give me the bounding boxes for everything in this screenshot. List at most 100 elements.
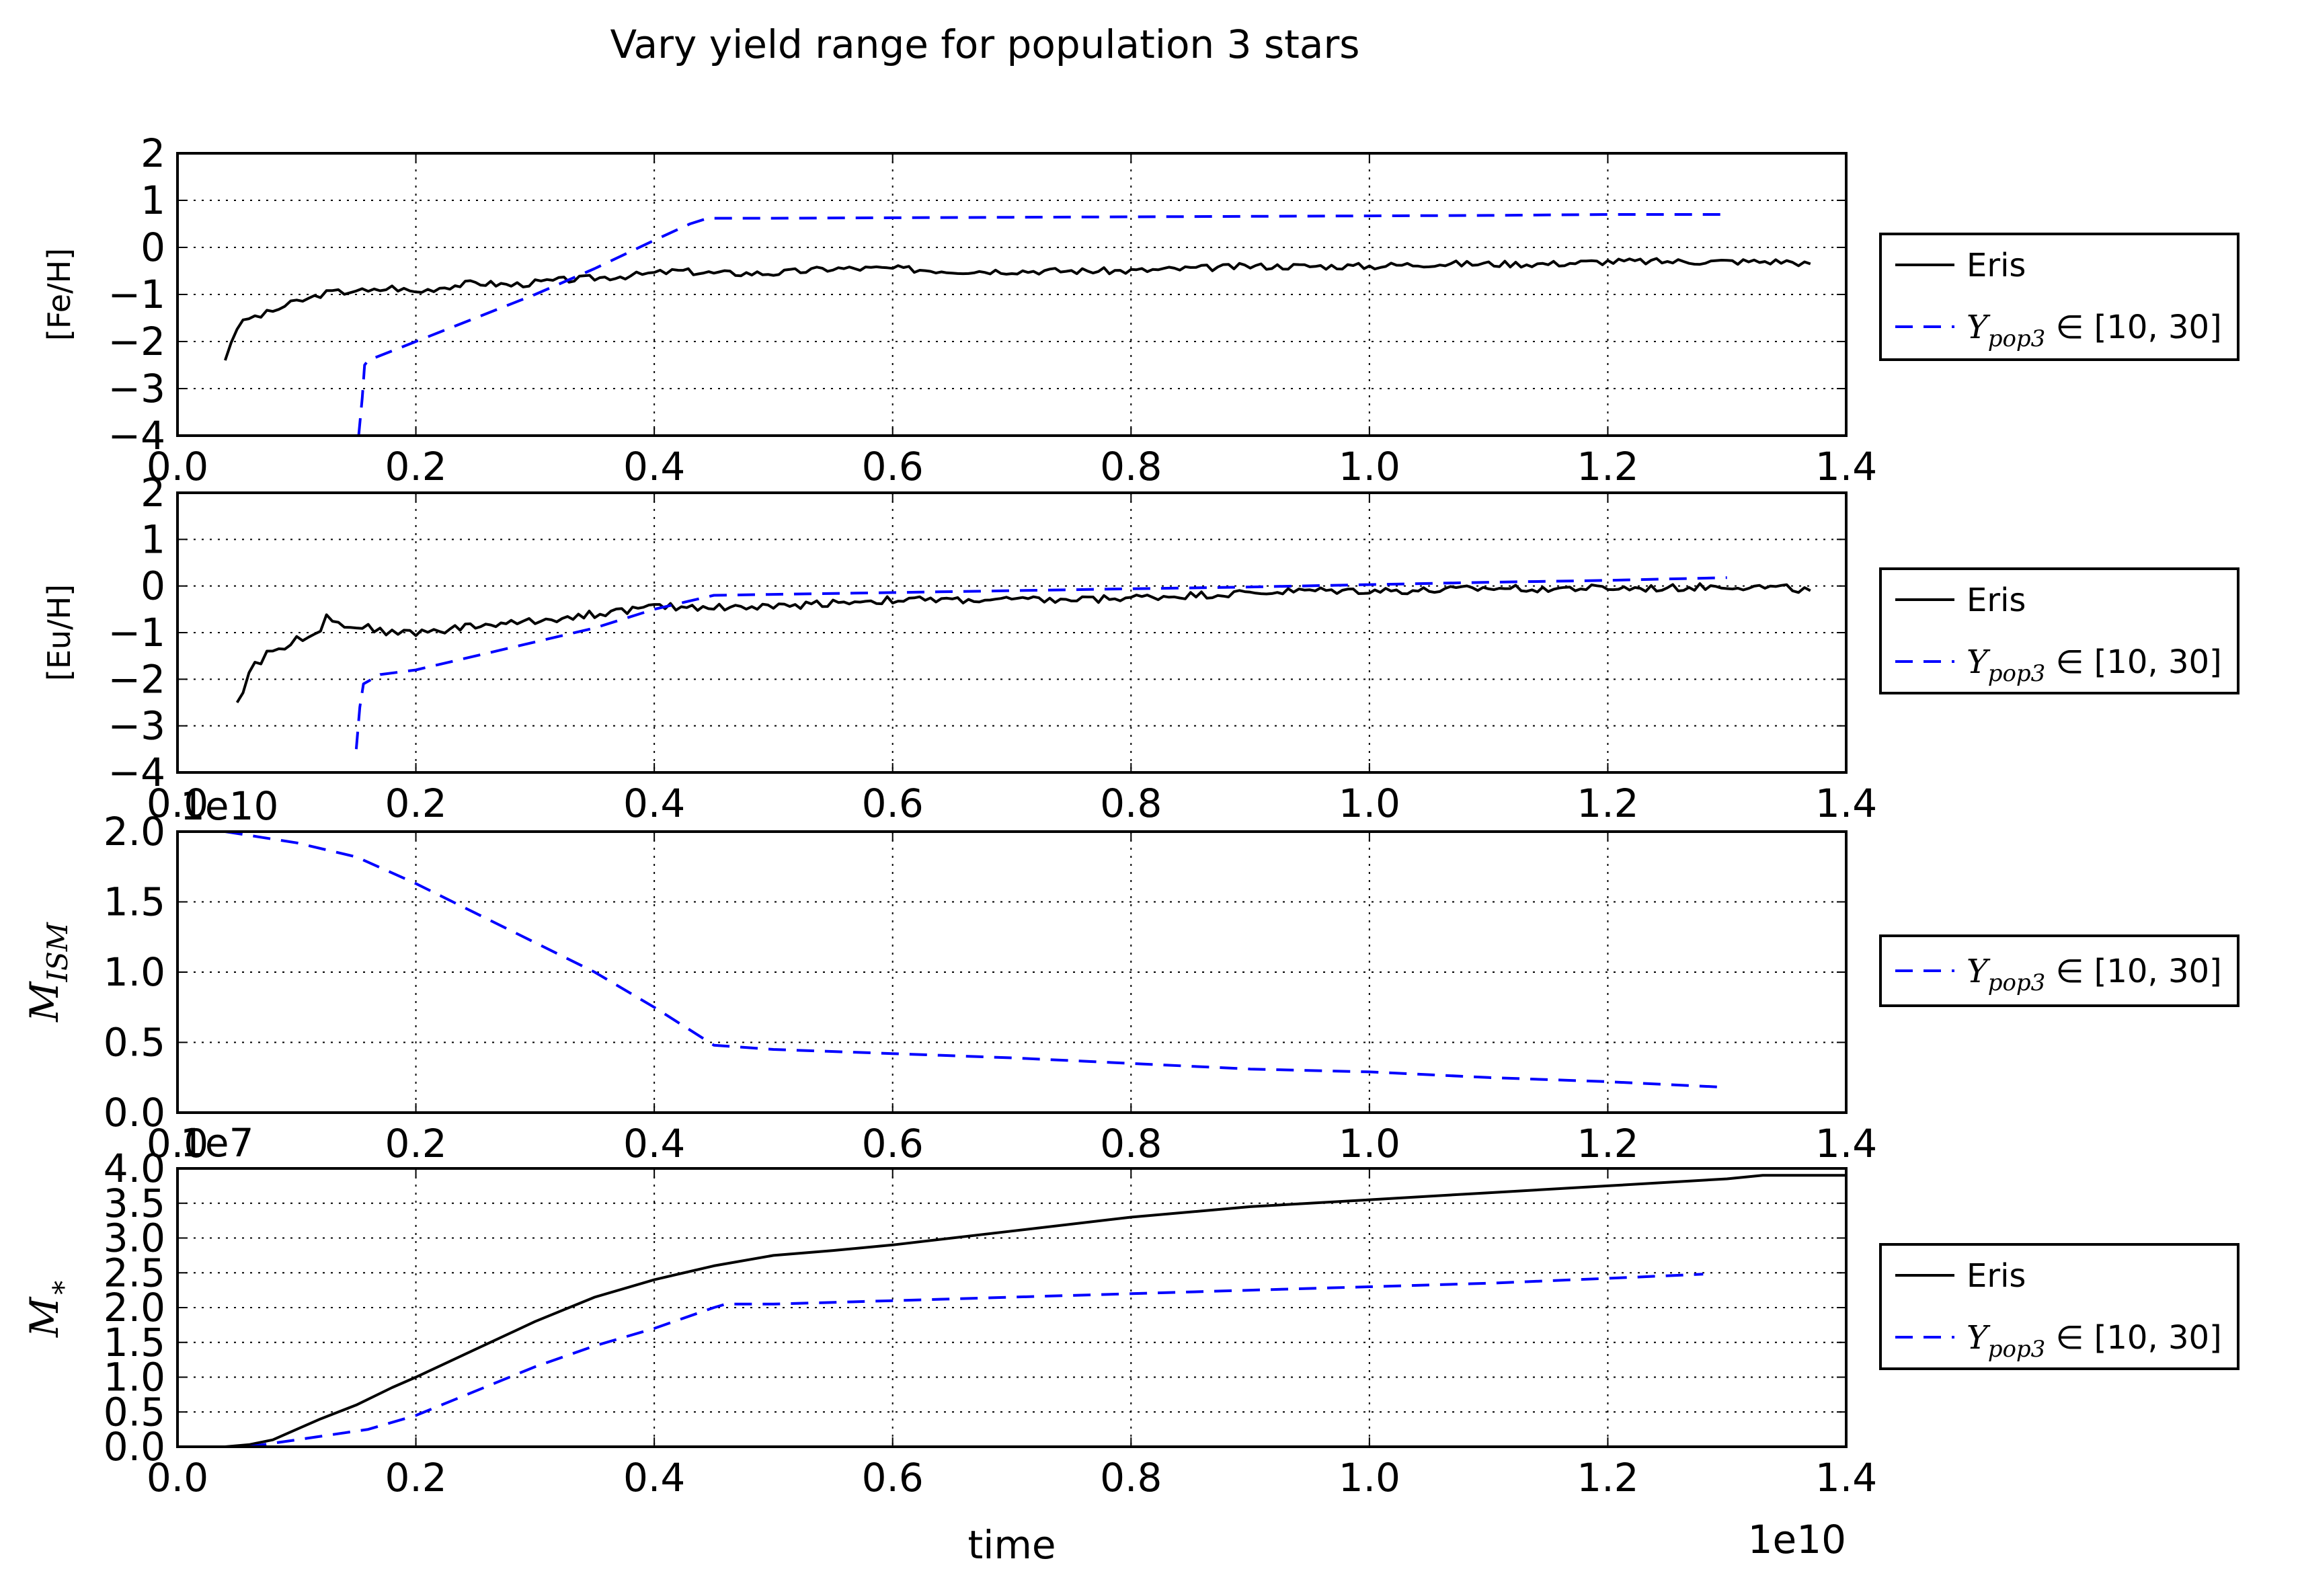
y-axis-offset-label: 1e7 bbox=[180, 1120, 254, 1166]
y-tick-label: 2 bbox=[141, 470, 165, 516]
x-tick-label: 0.4 bbox=[623, 781, 685, 826]
chart-panel-4: 4.03.53.02.52.01.51.00.50.00.0 0.2 0.4 0.6 0… bbox=[22, 1120, 2239, 1501]
legend-label-part: Y bbox=[1967, 643, 1991, 681]
chart-panel-1: 210−1−2−3−40.0 0.2 0.4 0.6 0.8 1.0 1.2 1.4 [Fe/H… bbox=[41, 130, 2239, 489]
series-line-ypop3 bbox=[225, 830, 1727, 1089]
x-tick-label: 1.2 bbox=[1577, 1121, 1638, 1166]
y-tick-label: 0 bbox=[141, 225, 165, 270]
panels-container: 210−1−2−3−40.0 0.2 0.4 0.6 0.8 1.0 1.2 1.4[Fe/H… bbox=[22, 130, 2239, 1501]
x-tick-label: 0.8 bbox=[1100, 1455, 1162, 1501]
y-tick-label: 2.0 bbox=[104, 809, 165, 854]
x-tick-label: 0.2 bbox=[385, 444, 446, 489]
x-tick-label: 0.8 bbox=[1100, 444, 1162, 489]
y-tick-label: 1.0 bbox=[104, 949, 165, 995]
y-tick-label: −2 bbox=[108, 656, 166, 702]
legend-label-part: pop3 bbox=[1988, 1336, 2046, 1363]
x-tick-label: 0.4 bbox=[623, 444, 685, 489]
y-tick-label: 0.0 bbox=[104, 1090, 165, 1135]
legend: Eris Ypop3 ∈ [10, 30] bbox=[1879, 567, 2239, 694]
y-tick-label: 1 bbox=[141, 177, 165, 223]
legend-frame bbox=[1879, 233, 2239, 361]
series-line-ypop3 bbox=[357, 213, 1727, 436]
y-tick-label: −4 bbox=[108, 413, 166, 458]
x-tick-label: 1.2 bbox=[1577, 444, 1638, 489]
y-axis-label: [Eu/H] bbox=[41, 584, 77, 681]
y-tick-label: 0.0 bbox=[104, 1424, 165, 1470]
legend-frame bbox=[1879, 567, 2239, 694]
y-tick-label: 0.5 bbox=[104, 1389, 165, 1435]
x-tick-label: 0.2 bbox=[385, 1455, 446, 1501]
legend-label: Ypop3 ∈ [10, 30] bbox=[1967, 1319, 2222, 1363]
x-tick-label: 0.6 bbox=[862, 781, 924, 826]
legend-label: Ypop3 ∈ [10, 30] bbox=[1967, 309, 2222, 352]
y-tick-label: −3 bbox=[108, 703, 166, 749]
legend: Eris Ypop3 ∈ [10, 30] bbox=[1879, 1243, 2239, 1370]
y-tick-label: 1 bbox=[141, 516, 165, 562]
y-tick-label: 1.5 bbox=[104, 879, 165, 925]
y-tick-label: 2 bbox=[141, 130, 165, 176]
y-tick-label: 2.5 bbox=[104, 1250, 165, 1295]
series-line-ypop3 bbox=[249, 1273, 1704, 1448]
x-tick-label: 0.4 bbox=[623, 1121, 685, 1166]
y-tick-label: −4 bbox=[108, 750, 166, 795]
x-tick-label: 0.0 bbox=[147, 444, 208, 489]
y-tick-label: 3.5 bbox=[104, 1181, 165, 1226]
series-line-eris bbox=[235, 582, 1811, 704]
axes-frame bbox=[176, 1167, 1848, 1448]
chart-panel-2: 210−1−2−3−40.0 0.2 0.4 0.6 0.8 1.0 1.2 1.4 [Eu/H… bbox=[41, 470, 2239, 826]
x-tick-label: 1.0 bbox=[1339, 1121, 1400, 1166]
legend-label-part: Y bbox=[1967, 953, 1991, 990]
legend-label: Eris bbox=[1967, 582, 2026, 619]
y-tick-label: 1.5 bbox=[104, 1320, 165, 1365]
x-tick-label: 1.4 bbox=[1815, 444, 1877, 489]
y-tick-label: −1 bbox=[108, 272, 166, 317]
legend-label-part: Y bbox=[1967, 1319, 1991, 1357]
x-tick-label: 0.6 bbox=[862, 1121, 924, 1166]
x-axis-label: time bbox=[967, 1522, 1056, 1568]
legend: Eris Ypop3 ∈ [10, 30] bbox=[1879, 233, 2239, 361]
x-tick-label: 1.0 bbox=[1339, 444, 1400, 489]
y-tick-label: 0.5 bbox=[104, 1020, 165, 1066]
y-axis-offset-label: 1e10 bbox=[180, 783, 278, 829]
legend-label: Eris bbox=[1967, 247, 2026, 284]
y-tick-label: −3 bbox=[108, 366, 166, 411]
legend-label: Ypop3 ∈ [10, 30] bbox=[1967, 953, 2222, 996]
figure-title: Vary yield range for population 3 stars bbox=[610, 22, 1359, 67]
legend-label-part: ∈ [10, 30] bbox=[2045, 953, 2221, 990]
series-line-eris bbox=[224, 257, 1811, 361]
x-tick-label: 0.0 bbox=[147, 1455, 208, 1501]
x-tick-label: 1.4 bbox=[1815, 1121, 1877, 1166]
y-tick-label: 1.0 bbox=[104, 1355, 165, 1400]
x-tick-label: 0.6 bbox=[862, 1455, 924, 1501]
legend-label-part: pop3 bbox=[1988, 325, 2046, 352]
x-tick-label: 0.0 bbox=[147, 781, 208, 826]
y-axis-label-subscript: ∗ bbox=[41, 1278, 74, 1298]
x-tick-label: 0.2 bbox=[385, 1121, 446, 1166]
y-tick-label: 0 bbox=[141, 563, 165, 609]
axes-frame bbox=[176, 152, 1848, 437]
y-tick-label: 4.0 bbox=[104, 1146, 165, 1191]
legend-label: Eris bbox=[1967, 1257, 2026, 1295]
x-tick-label: 1.4 bbox=[1815, 1455, 1877, 1501]
x-tick-label: 1.2 bbox=[1577, 1455, 1638, 1501]
y-tick-label: −1 bbox=[108, 610, 166, 655]
y-tick-label: 3.0 bbox=[104, 1215, 165, 1261]
axes-frame bbox=[176, 830, 1848, 1114]
legend-label-part: pop3 bbox=[1988, 969, 2046, 996]
legend-label-part: ∈ [10, 30] bbox=[2045, 1319, 2221, 1357]
y-axis-label: [Fe/H] bbox=[41, 248, 77, 341]
x-tick-label: 0.4 bbox=[623, 1455, 685, 1501]
y-axis-label-subscript: ISM bbox=[41, 922, 74, 982]
x-axis-offset-label: 1e10 bbox=[1748, 1517, 1846, 1562]
x-tick-label: 0.8 bbox=[1100, 781, 1162, 826]
legend-label-part: Y bbox=[1967, 309, 1991, 346]
legend-label-part: ∈ [10, 30] bbox=[2045, 309, 2221, 346]
series-line-ypop3 bbox=[354, 576, 1727, 750]
legend-label-part: pop3 bbox=[1988, 660, 2046, 687]
legend-label: Ypop3 ∈ [10, 30] bbox=[1967, 643, 2222, 687]
x-tick-label: 1.0 bbox=[1339, 781, 1400, 826]
x-tick-label: 1.4 bbox=[1815, 781, 1877, 826]
x-tick-label: 0.0 bbox=[147, 1121, 208, 1166]
x-tick-label: 0.8 bbox=[1100, 1121, 1162, 1166]
